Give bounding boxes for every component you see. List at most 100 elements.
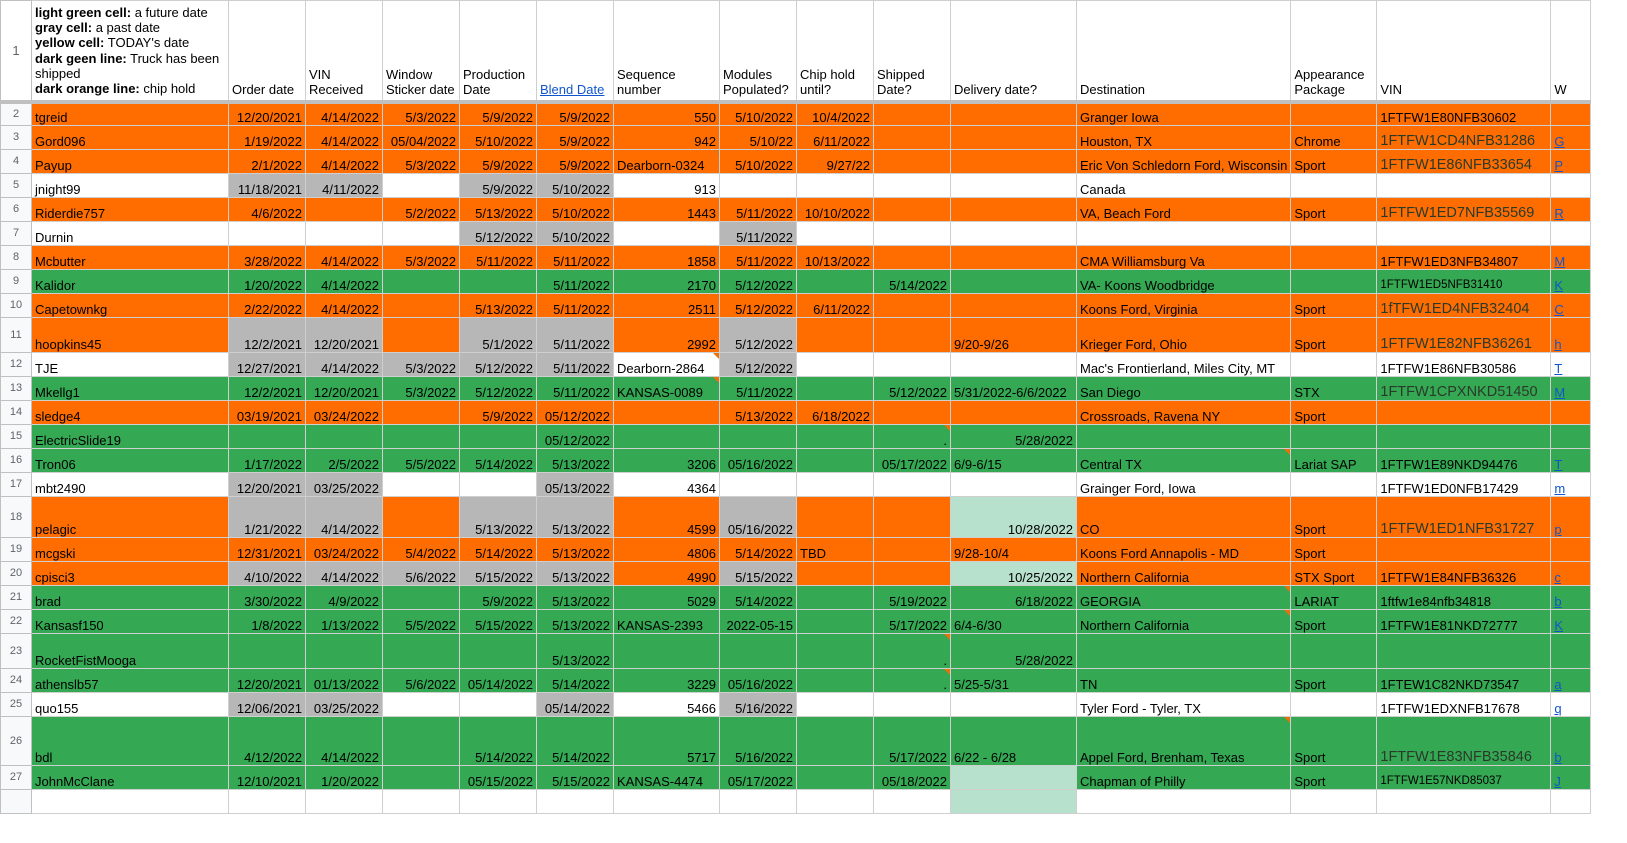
- cell-w[interactable]: [1550, 633, 1592, 669]
- cell-chip-hold-until[interactable]: 6/11/2022: [796, 125, 874, 150]
- cell-shipped-date[interactable]: [873, 400, 951, 425]
- cell-order-date[interactable]: 1/21/2022: [228, 496, 306, 538]
- cell-chip-hold-until[interactable]: 6/11/2022: [796, 293, 874, 318]
- cell-vin[interactable]: 1FTFW1ED0NFB17429: [1376, 472, 1552, 497]
- cell-appearance-package[interactable]: Sport: [1290, 293, 1378, 318]
- cell-blend-date[interactable]: 5/13/2022: [536, 633, 614, 669]
- cell-sequence-number[interactable]: 5717: [613, 716, 720, 766]
- cell-order-date[interactable]: 12/2/2021: [228, 317, 306, 353]
- cell-window-sticker-date[interactable]: 5/3/2022: [382, 352, 460, 377]
- cell-w[interactable]: K: [1550, 269, 1592, 294]
- cell-w[interactable]: b: [1550, 585, 1592, 610]
- cell-sequence-number[interactable]: 942: [613, 125, 720, 150]
- cell-appearance-package[interactable]: STX: [1290, 376, 1378, 401]
- cell-vin-received[interactable]: 4/14/2022: [305, 149, 383, 174]
- cell-window-sticker-date[interactable]: [382, 173, 460, 198]
- cell-modules-populated[interactable]: 5/14/2022: [719, 585, 797, 610]
- cell-production-date[interactable]: 5/12/2022: [459, 221, 537, 246]
- cell-order-date[interactable]: 03/19/2021: [228, 400, 306, 425]
- cell-username[interactable]: Kansasf150: [31, 609, 229, 634]
- cell-production-date[interactable]: 05/15/2022: [459, 765, 537, 790]
- cell-appearance-package[interactable]: [1290, 173, 1378, 198]
- cell-production-date[interactable]: 5/15/2022: [459, 561, 537, 586]
- empty-cell[interactable]: [719, 789, 797, 814]
- cell-username[interactable]: Capetownkg: [31, 293, 229, 318]
- cell-vin[interactable]: 1FTFW1E84NFB36326: [1376, 561, 1552, 586]
- cell-delivery-date[interactable]: 6/22 - 6/28: [950, 716, 1077, 766]
- cell-blend-date[interactable]: 5/15/2022: [536, 765, 614, 790]
- cell-destination[interactable]: VA- Koons Woodbridge: [1075, 269, 1292, 294]
- cell-sequence-number[interactable]: Dearborn-2864: [613, 352, 720, 377]
- cell-delivery-date[interactable]: 5/28/2022: [950, 633, 1077, 669]
- row-number[interactable]: 15: [0, 424, 32, 449]
- cell-appearance-package[interactable]: [1290, 424, 1378, 449]
- empty-cell[interactable]: [1075, 789, 1292, 814]
- cell-sequence-number[interactable]: [613, 633, 720, 669]
- cell-vin-received[interactable]: [305, 424, 383, 449]
- cell-appearance-package[interactable]: [1290, 692, 1378, 717]
- cell-window-sticker-date[interactable]: 5/4/2022: [382, 537, 460, 562]
- cell-sequence-number[interactable]: 1858: [613, 245, 720, 270]
- cell-delivery-date[interactable]: [950, 765, 1077, 790]
- header-production-date[interactable]: Production Date: [459, 0, 537, 102]
- cell-order-date[interactable]: 1/20/2022: [228, 269, 306, 294]
- cell-sequence-number[interactable]: 2511: [613, 293, 720, 318]
- cell-window-sticker-date[interactable]: [382, 716, 460, 766]
- cell-modules-populated[interactable]: 5/11/2022: [719, 221, 797, 246]
- cell-order-date[interactable]: 11/18/2021: [228, 173, 306, 198]
- cell-shipped-date[interactable]: [873, 496, 951, 538]
- cell-destination[interactable]: VA, Beach Ford: [1075, 197, 1292, 222]
- empty-cell[interactable]: [873, 789, 951, 814]
- cell-shipped-date[interactable]: [873, 293, 951, 318]
- cell-destination[interactable]: Koons Ford Annapolis - MD: [1075, 537, 1292, 562]
- cell-vin-received[interactable]: 2/5/2022: [305, 448, 383, 473]
- cell-delivery-date[interactable]: [950, 197, 1077, 222]
- cell-shipped-date[interactable]: [873, 221, 951, 246]
- cell-w[interactable]: c: [1550, 561, 1592, 586]
- header-modules-populated[interactable]: Modules Populated?: [719, 0, 797, 102]
- cell-username[interactable]: Durnin: [31, 221, 229, 246]
- cell-order-date[interactable]: 12/31/2021: [228, 537, 306, 562]
- cell-production-date[interactable]: [459, 269, 537, 294]
- cell-delivery-date[interactable]: 5/25-5/31: [950, 668, 1077, 693]
- cell-vin[interactable]: 1FTFW1ED5NFB31410: [1376, 269, 1552, 294]
- cell-modules-populated[interactable]: 5/14/2022: [719, 537, 797, 562]
- cell-modules-populated[interactable]: 05/17/2022: [719, 765, 797, 790]
- cell-modules-populated[interactable]: 5/11/2022: [719, 197, 797, 222]
- cell-shipped-date[interactable]: [873, 537, 951, 562]
- cell-destination[interactable]: Canada: [1075, 173, 1292, 198]
- cell-order-date[interactable]: 2/1/2022: [228, 149, 306, 174]
- cell-destination[interactable]: Mac's Frontierland, Miles City, MT: [1075, 352, 1292, 377]
- cell-delivery-date[interactable]: [950, 173, 1077, 198]
- row-number[interactable]: 1: [0, 0, 32, 102]
- cell-w[interactable]: b: [1550, 716, 1592, 766]
- cell-username[interactable]: mcgski: [31, 537, 229, 562]
- row-number[interactable]: 21: [0, 585, 32, 610]
- cell-appearance-package[interactable]: Chrome: [1290, 125, 1378, 150]
- row-number[interactable]: 16: [0, 448, 32, 473]
- cell-blend-date[interactable]: 05/12/2022: [536, 400, 614, 425]
- cell-username[interactable]: sledge4: [31, 400, 229, 425]
- cell-chip-hold-until[interactable]: [796, 716, 874, 766]
- cell-vin[interactable]: 1FTFW1E83NFB35846: [1376, 716, 1552, 766]
- cell-destination[interactable]: [1075, 633, 1292, 669]
- cell-vin-received[interactable]: 4/14/2022: [305, 561, 383, 586]
- cell-chip-hold-until[interactable]: TBD: [796, 537, 874, 562]
- cell-delivery-date[interactable]: [950, 692, 1077, 717]
- cell-vin[interactable]: [1376, 173, 1552, 198]
- empty-cell[interactable]: [796, 789, 874, 814]
- cell-username[interactable]: hoopkins45: [31, 317, 229, 353]
- cell-vin-received[interactable]: 03/25/2022: [305, 472, 383, 497]
- cell-sequence-number[interactable]: 1443: [613, 197, 720, 222]
- row-number[interactable]: 4: [0, 149, 32, 174]
- empty-cell[interactable]: [305, 789, 383, 814]
- cell-window-sticker-date[interactable]: [382, 585, 460, 610]
- cell-appearance-package[interactable]: Sport: [1290, 317, 1378, 353]
- cell-blend-date[interactable]: 05/13/2022: [536, 472, 614, 497]
- cell-vin-received[interactable]: 4/14/2022: [305, 245, 383, 270]
- cell-chip-hold-until[interactable]: [796, 269, 874, 294]
- cell-vin-received[interactable]: 1/13/2022: [305, 609, 383, 634]
- row-number[interactable]: 8: [0, 245, 32, 270]
- cell-blend-date[interactable]: 5/11/2022: [536, 269, 614, 294]
- cell-order-date[interactable]: 12/20/2021: [228, 101, 306, 126]
